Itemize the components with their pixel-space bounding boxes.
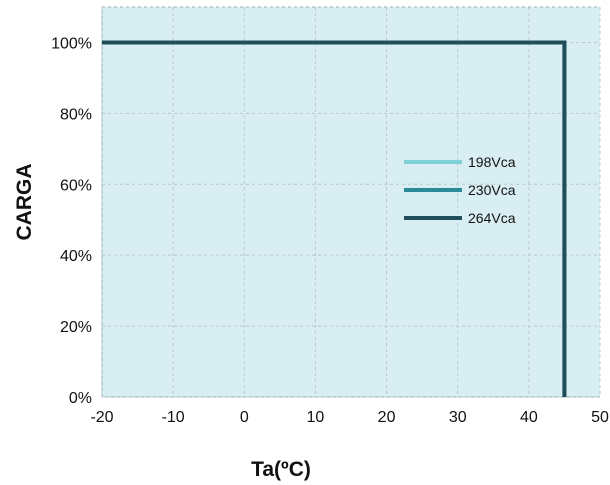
- legend-label: 264Vca: [468, 210, 516, 226]
- x-axis-title: Ta(ºC): [251, 458, 311, 481]
- x-tick-label: 0: [240, 409, 249, 426]
- series-line-264Vca: [102, 40, 567, 397]
- y-tick-label: 40%: [60, 248, 92, 265]
- legend-label: 230Vca: [468, 182, 516, 198]
- x-tick-label: 30: [449, 409, 467, 426]
- y-tick-label: 100%: [51, 35, 92, 52]
- legend: 198Vca 230Vca 264Vca: [404, 154, 516, 226]
- x-tick-label: -20: [90, 409, 113, 426]
- x-tick-label: 40: [520, 409, 538, 426]
- x-axis-ticks: -20 -10 0 10 20 30 40 50: [90, 409, 609, 426]
- y-tick-label: 20%: [60, 319, 92, 336]
- y-axis-ticks: 0% 20% 40% 60% 80% 100%: [51, 35, 92, 407]
- x-tick-label: -10: [162, 409, 185, 426]
- y-tick-label: 0%: [69, 390, 92, 407]
- y-tick-label: 80%: [60, 106, 92, 123]
- legend-label: 198Vca: [468, 154, 516, 170]
- series-layer: [102, 40, 567, 397]
- x-tick-label: 20: [378, 409, 396, 426]
- plot-area: [101, 6, 601, 398]
- y-axis-title: CARGA: [13, 164, 36, 241]
- x-tick-label: 10: [307, 409, 325, 426]
- x-tick-label: 50: [591, 409, 609, 426]
- y-tick-label: 60%: [60, 177, 92, 194]
